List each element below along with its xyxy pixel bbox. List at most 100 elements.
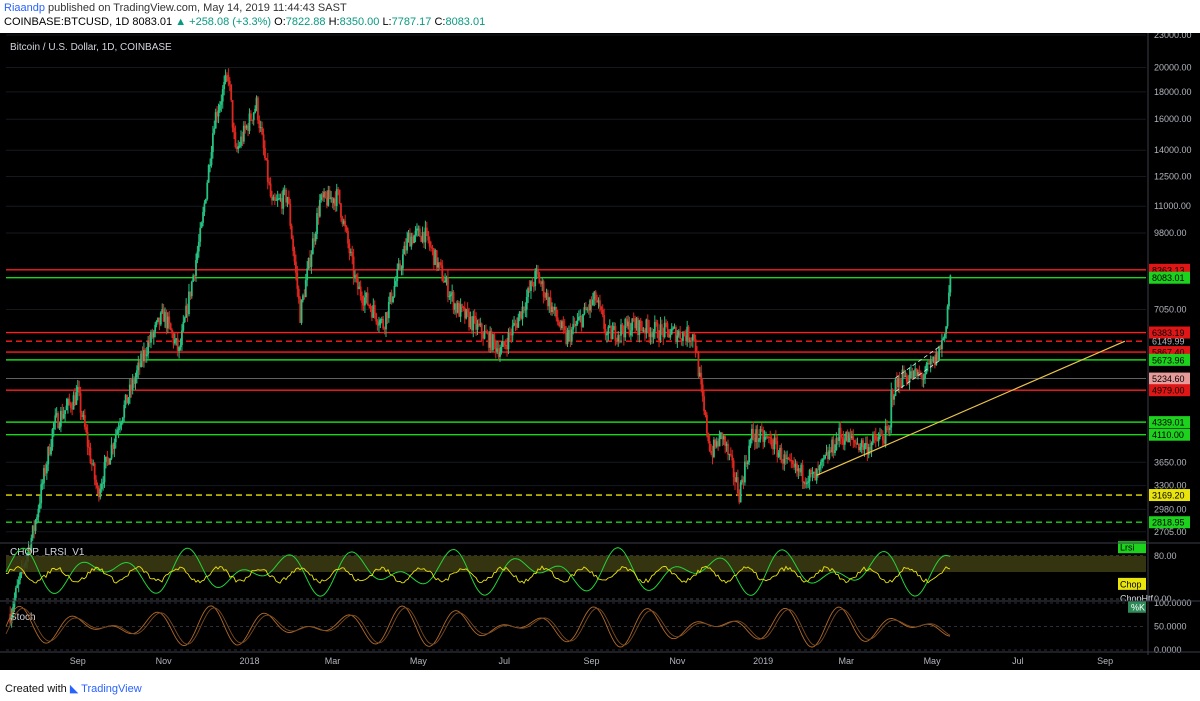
- candle-body: [273, 197, 276, 201]
- stoch-pane[interactable]: Stoch 100.0000 50.0000 0.0000 %K: [5, 598, 1192, 655]
- candle-body: [852, 436, 855, 441]
- candle-body: [819, 461, 822, 466]
- chop-lrsi-pane[interactable]: CHOP_LRSI_V1 80.00 0.00 Lrsi Chop ChopHtf: [5, 541, 1177, 604]
- candle-body: [873, 435, 876, 437]
- candle-body: [76, 386, 79, 393]
- candle-body: [814, 471, 817, 481]
- candle-body: [939, 345, 942, 350]
- candle-body: [784, 454, 787, 459]
- candle-body: [96, 485, 99, 489]
- candle-body: [662, 328, 665, 338]
- candle-body: [34, 520, 37, 531]
- candle-body: [762, 430, 765, 442]
- level-label: 6149.99: [1152, 337, 1185, 347]
- candle-body: [19, 572, 21, 581]
- chart-svg[interactable]: Bitcoin / U.S. Dollar, 1D, COINBASE 2300…: [0, 30, 1200, 670]
- candle-body: [728, 454, 731, 456]
- candle-body: [635, 318, 638, 329]
- stoch-k-badge-bg: [1128, 600, 1146, 613]
- candle-body: [492, 334, 494, 351]
- candle-body: [565, 330, 568, 344]
- candle-body: [190, 281, 193, 297]
- candle-body: [727, 443, 729, 455]
- candle-body: [155, 321, 158, 325]
- candle-body: [323, 191, 325, 198]
- tradingview-logo-icon[interactable]: ◣: [69, 683, 79, 695]
- candle-body: [226, 74, 228, 76]
- candle-body: [64, 410, 67, 415]
- candle-body: [703, 396, 705, 412]
- candle-body: [684, 335, 687, 341]
- candle-body: [697, 352, 700, 377]
- trendline: [816, 340, 1126, 476]
- candle-body: [228, 80, 231, 85]
- level-label: 5673.96: [1152, 355, 1185, 365]
- candle-body: [883, 440, 886, 444]
- price-tick-label: 3650.00: [1154, 457, 1187, 467]
- drawing-overlays: [816, 340, 1126, 476]
- candle-body: [530, 281, 532, 291]
- candle-body: [584, 307, 587, 311]
- candle-body: [90, 463, 93, 465]
- candle-body: [890, 389, 893, 428]
- tradingview-brand[interactable]: TradingView: [81, 683, 142, 695]
- candle-body: [935, 352, 938, 365]
- candle-body: [199, 227, 202, 242]
- candle-body: [345, 226, 348, 231]
- candle-body: [558, 321, 561, 327]
- candle-body: [67, 399, 69, 406]
- candle-body: [752, 428, 755, 438]
- price-tick-label: 16000.00: [1154, 114, 1192, 124]
- candle-body: [774, 437, 777, 442]
- candle-body: [924, 373, 926, 379]
- time-tick-label: Nov: [156, 656, 173, 666]
- candle-body: [403, 245, 406, 255]
- candle-body: [751, 428, 753, 440]
- candle-body: [325, 197, 328, 206]
- candle-body: [718, 434, 721, 447]
- chop-line: [5, 565, 951, 584]
- candle-body: [59, 410, 62, 427]
- candle-body: [620, 324, 622, 336]
- candle-body: [438, 262, 441, 264]
- level-label: 8083.01: [1152, 273, 1185, 283]
- candle-body: [487, 333, 490, 348]
- candle-body: [282, 190, 285, 209]
- candle-body: [171, 330, 173, 334]
- candle-body: [925, 364, 928, 374]
- candle-body: [544, 296, 546, 298]
- candle-body: [562, 321, 565, 327]
- candle-body: [679, 331, 682, 339]
- level-label: 4110.00: [1152, 430, 1184, 440]
- candle-body: [693, 334, 696, 340]
- candle-body: [342, 220, 345, 224]
- price-pane[interactable]: Bitcoin / U.S. Dollar, 1D, COINBASE 2300…: [6, 30, 1192, 628]
- candle-body: [216, 112, 219, 117]
- candle-body: [708, 441, 711, 451]
- candle-body: [252, 112, 255, 121]
- candle-body: [876, 440, 879, 442]
- candle-body: [300, 300, 303, 323]
- candle-body: [75, 392, 78, 405]
- candle-body: [587, 308, 590, 311]
- candle-body: [390, 292, 393, 303]
- candle-body: [355, 275, 358, 279]
- candle-body: [290, 225, 293, 239]
- candle-body: [884, 426, 887, 444]
- candle-body: [82, 415, 85, 417]
- chart-frame[interactable]: Bitcoin / U.S. Dollar, 1D, COINBASE 2300…: [0, 30, 1200, 670]
- time-tick-label: 2019: [753, 656, 773, 666]
- candle-body: [124, 394, 127, 405]
- author-link[interactable]: Riaandp: [4, 2, 45, 14]
- candle-body: [16, 584, 19, 588]
- candle-body: [675, 327, 677, 343]
- candle-body: [576, 320, 579, 324]
- candle-body: [183, 317, 186, 322]
- candle-body: [739, 482, 742, 503]
- candle-body: [380, 319, 383, 321]
- candle-body: [316, 213, 318, 234]
- candle-body: [714, 439, 717, 447]
- candle-body: [123, 404, 126, 418]
- candle-body: [855, 442, 857, 445]
- candle-body: [537, 268, 539, 275]
